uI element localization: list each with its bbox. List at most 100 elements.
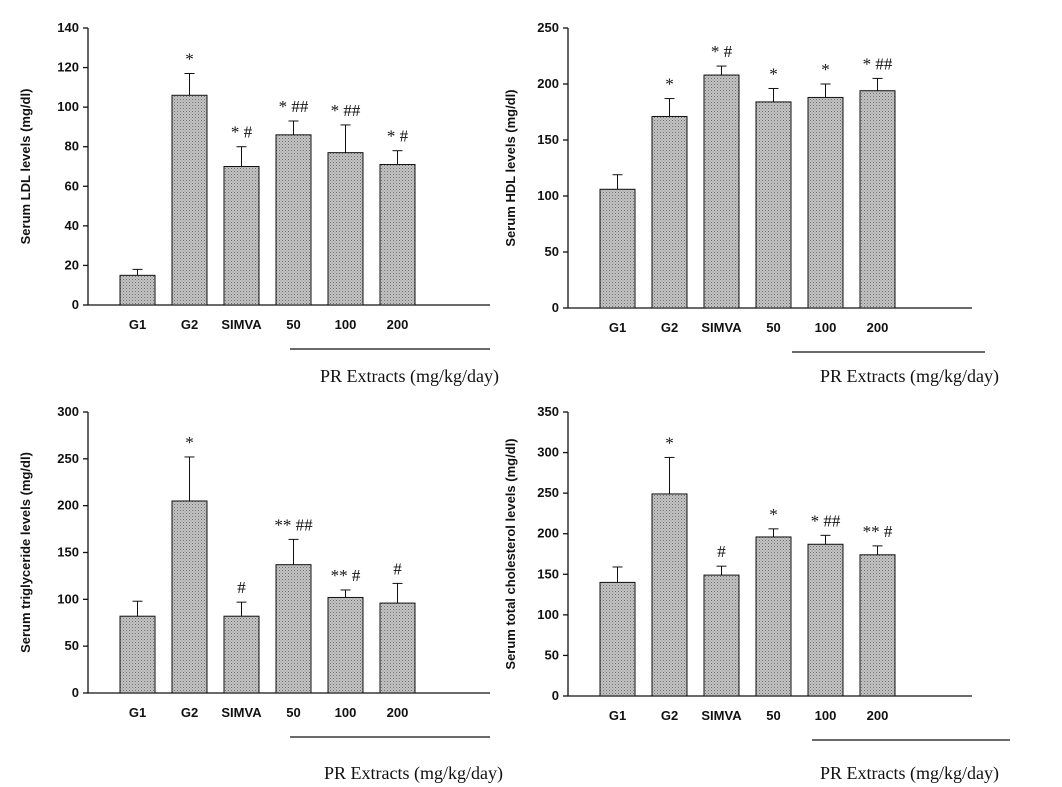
- significance-label: * #: [711, 42, 733, 61]
- x-tick-label: G1: [609, 708, 626, 723]
- y-tick-label: 150: [57, 545, 79, 560]
- x-tick-label: 50: [766, 320, 780, 335]
- bar-simva: [703, 574, 740, 697]
- bar-g2: [171, 94, 208, 306]
- significance-label: *: [769, 505, 778, 524]
- x-tick-label: 50: [766, 708, 780, 723]
- x-tick-label: 50: [286, 317, 300, 332]
- x-tick-label: SIMVA: [701, 708, 742, 723]
- x-tick-label: G2: [181, 317, 198, 332]
- y-tick-label: 0: [552, 300, 559, 315]
- y-tick-label: 100: [537, 188, 559, 203]
- y-axis-label: Serum LDL levels (mg/dl): [18, 89, 33, 245]
- y-tick-label: 50: [65, 638, 79, 653]
- total-cholesterol-chart: 0 50 100 150 200 250 300 350 Serum total cholest…: [503, 404, 1010, 784]
- bar-50: [275, 134, 312, 306]
- significance-label: * #: [231, 123, 253, 142]
- group-label: PR Extracts (mg/kg/day): [820, 366, 999, 387]
- x-tick-label: SIMVA: [221, 705, 262, 720]
- x-tick-label: 100: [335, 317, 357, 332]
- x-tick-label: G1: [609, 320, 626, 335]
- group-label: PR Extracts (mg/kg/day): [320, 366, 499, 387]
- x-tick-label: 200: [867, 708, 889, 723]
- significance-label: *: [665, 75, 674, 94]
- x-tick-label: 100: [815, 320, 837, 335]
- bar-50: [275, 564, 312, 694]
- y-tick-label: 20: [65, 257, 79, 272]
- bar-100: [807, 543, 844, 697]
- x-tick-label: G2: [661, 708, 678, 723]
- bar-100: [807, 96, 844, 309]
- significance-label: *: [185, 433, 194, 452]
- significance-label: *: [185, 50, 194, 69]
- y-tick-label: 120: [57, 60, 79, 75]
- y-tick-label: 40: [65, 218, 79, 233]
- significance-label: #: [717, 542, 726, 561]
- x-tick-label: G1: [129, 317, 146, 332]
- x-tick-label: SIMVA: [221, 317, 262, 332]
- y-tick-label: 200: [537, 76, 559, 91]
- y-tick-label: 80: [65, 139, 79, 154]
- bar-50: [755, 101, 792, 309]
- x-tick-label: 200: [387, 317, 409, 332]
- y-tick-label: 300: [57, 404, 79, 419]
- bar-g2: [651, 115, 688, 309]
- y-axis-label: Serum HDL levels (mg/dl): [503, 89, 518, 246]
- x-tick-label: G2: [181, 705, 198, 720]
- x-tick-label: G2: [661, 320, 678, 335]
- x-tick-label: SIMVA: [701, 320, 742, 335]
- bar-g2: [171, 500, 208, 694]
- hdl-chart: 0 50 100 150 200 250 Serum HDL levels (mg/dl) G…: [503, 20, 999, 387]
- x-tick-label: 100: [815, 708, 837, 723]
- bar-50: [755, 536, 792, 697]
- bar-200: [379, 602, 416, 694]
- x-tick-label: 50: [286, 705, 300, 720]
- x-tick-label: 200: [387, 705, 409, 720]
- significance-label: * #: [387, 127, 409, 146]
- significance-label: * ##: [811, 511, 841, 530]
- y-tick-label: 250: [57, 451, 79, 466]
- bar-g1: [119, 274, 156, 306]
- significance-label: ** #: [863, 522, 893, 541]
- bar-200: [859, 90, 896, 309]
- significance-label: ** #: [331, 566, 361, 585]
- y-tick-label: 300: [537, 445, 559, 460]
- bar-g1: [599, 581, 636, 697]
- y-tick-label: 150: [537, 566, 559, 581]
- y-tick-label: 100: [537, 607, 559, 622]
- y-axis-label: Serum total cholesterol levels (mg/dl): [503, 438, 518, 669]
- y-tick-label: 100: [57, 99, 79, 114]
- triglyceride-chart: 0 50 100 150 200 250 300 Serum triglyceride lev…: [18, 404, 503, 784]
- significance-label: * ##: [863, 54, 893, 73]
- y-tick-label: 350: [537, 404, 559, 419]
- bar-g2: [651, 493, 688, 697]
- y-tick-label: 50: [545, 244, 559, 259]
- bar-simva: [703, 74, 740, 309]
- significance-label: *: [821, 60, 830, 79]
- x-tick-label: 200: [867, 320, 889, 335]
- significance-label: ** ##: [274, 515, 313, 534]
- y-tick-label: 200: [57, 498, 79, 513]
- group-label: PR Extracts (mg/kg/day): [324, 763, 503, 784]
- y-tick-label: 250: [537, 20, 559, 35]
- significance-label: * ##: [331, 101, 361, 120]
- x-tick-label: 100: [335, 705, 357, 720]
- significance-label: #: [393, 559, 402, 578]
- bar-100: [327, 596, 364, 694]
- bar-200: [859, 554, 896, 697]
- y-tick-label: 100: [57, 591, 79, 606]
- y-tick-label: 140: [57, 20, 79, 35]
- y-axis-label: Serum triglyceride levels (mg/dl): [18, 452, 33, 653]
- y-tick-label: 50: [545, 647, 559, 662]
- significance-label: *: [769, 64, 778, 83]
- bar-g1: [119, 615, 156, 694]
- bar-100: [327, 152, 364, 306]
- significance-label: *: [665, 433, 674, 452]
- y-tick-label: 150: [537, 132, 559, 147]
- ldl-chart: 0 20 40 60 80 100 120 140 Serum LDL levels (mg/d…: [18, 20, 499, 387]
- y-tick-label: 0: [552, 688, 559, 703]
- y-tick-label: 0: [72, 685, 79, 700]
- significance-label: #: [237, 578, 246, 597]
- bar-simva: [223, 166, 260, 306]
